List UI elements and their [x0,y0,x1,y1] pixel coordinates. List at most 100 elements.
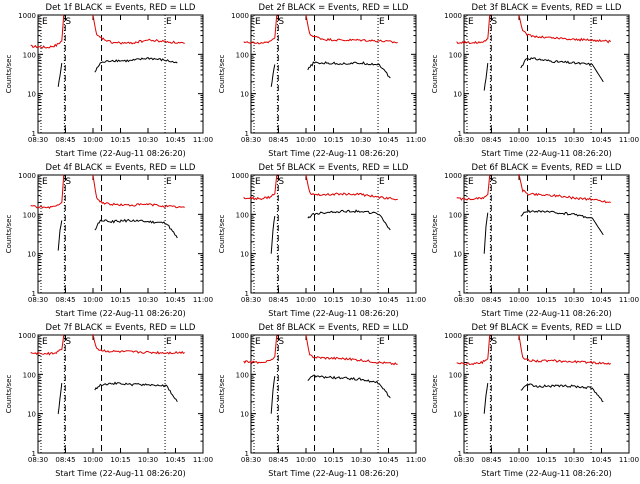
event-marker-label: E [166,17,172,27]
series-events-line [483,383,489,414]
panel-det-3: Det 3f BLACK = Events, RED = LLD Counts/s… [431,3,639,158]
series-events-line [57,63,63,87]
y-tick-label: 10 [453,251,462,259]
panel-det-4: Det 4f BLACK = Events, RED = LLD Counts/s… [5,163,213,318]
event-marker-label: E [166,337,172,347]
x-tick-label: 10:00 [83,456,103,464]
x-axis-label: Start Time (22-Aug-11 08:26:20) [55,469,186,478]
x-tick-label: 10:45 [591,296,611,304]
x-tick-label: 11:00 [406,456,426,464]
series-lld-line [518,334,611,365]
plot-frame [463,174,630,294]
event-marker-label: E [468,337,474,347]
x-axis-label: Start Time (22-Aug-11 08:26:20) [55,149,186,158]
x-tick-label: 10:00 [509,136,529,144]
panel-title: Det 4f BLACK = Events, RED = LLD [46,163,196,173]
x-tick-label: 10:45 [591,136,611,144]
panel-det-6: Det 6f BLACK = Events, RED = LLD Counts/s… [431,163,639,318]
panel-det-2: Det 2f BLACK = Events, RED = LLD Counts/s… [218,3,426,158]
y-tick-label: 1 [245,290,249,298]
event-marker-label: E [592,177,598,187]
y-tick-label: 1000 [231,172,249,180]
series-lld-line [518,14,612,44]
y-tick-label: 10 [453,91,462,99]
series-events-line [270,216,276,254]
y-tick-label: 100 [23,371,36,379]
y-tick-label: 100 [236,51,249,59]
y-axis-label: Counts/sec [218,55,226,94]
x-tick-label: 10:15 [323,136,343,144]
y-tick-label: 1000 [231,332,249,340]
y-tick-label: 100 [449,211,462,219]
series-lld-line [92,174,185,209]
series-lld-line [456,334,491,366]
y-tick-label: 1 [32,450,36,458]
y-tick-label: 10 [240,251,249,259]
event-marker-label: S [278,177,284,187]
x-tick-label: 10:45 [165,136,185,144]
y-axis-label: Counts/sec [5,55,13,94]
y-tick-label: 1000 [18,172,36,180]
x-tick-label: 08:30 [28,296,48,304]
series-lld-line [30,174,65,209]
y-tick-label: 10 [240,91,249,99]
event-marker-label: E [379,337,385,347]
x-axis-label: Start Time (22-Aug-11 08:26:20) [268,309,399,318]
series-lld-line [243,174,278,201]
panel-det-8: Det 8f BLACK = Events, RED = LLD Counts/s… [218,323,426,478]
x-tick-label: 11:00 [619,456,639,464]
x-axis-label: Start Time (22-Aug-11 08:26:20) [481,309,612,318]
x-tick-label: 11:00 [193,296,213,304]
x-tick-label: 10:30 [351,296,371,304]
event-marker-label: S [65,337,71,347]
y-axis-label: Counts/sec [218,215,226,254]
y-tick-label: 100 [236,211,249,219]
series-lld-line [305,334,398,366]
x-tick-label: 08:30 [454,456,474,464]
series-events-line [57,220,63,251]
y-tick-label: 1000 [18,332,36,340]
series-lld-line [92,334,185,355]
panel-det-7: Det 7f BLACK = Events, RED = LLD Counts/s… [5,323,213,478]
x-tick-label: 10:30 [564,136,584,144]
x-tick-label: 10:15 [536,136,556,144]
x-axis-label: Start Time (22-Aug-11 08:26:20) [481,469,612,478]
event-marker-label: E [468,17,474,27]
series-events-line [94,218,178,239]
y-tick-label: 100 [449,371,462,379]
series-lld-line [243,334,278,365]
series-events-line [57,383,63,414]
panel-title: Det 1f BLACK = Events, RED = LLD [46,3,196,13]
y-axis-label: Counts/sec [431,375,439,414]
x-tick-label: 08:45 [268,136,288,144]
x-tick-label: 11:00 [193,456,213,464]
x-tick-label: 10:15 [110,136,130,144]
x-tick-label: 10:00 [296,136,316,144]
event-marker-label: E [592,337,598,347]
y-tick-label: 1000 [444,12,462,20]
panel-title: Det 5f BLACK = Events, RED = LLD [259,163,409,173]
x-tick-label: 08:45 [481,136,501,144]
series-lld-line [456,14,491,45]
x-tick-label: 08:45 [268,296,288,304]
event-marker-label: E [42,337,48,347]
x-tick-label: 10:45 [591,456,611,464]
series-events-line [270,64,276,87]
x-tick-label: 11:00 [619,296,639,304]
x-axis-label: Start Time (22-Aug-11 08:26:20) [268,469,399,478]
event-marker-label: S [65,177,71,187]
x-axis-label: Start Time (22-Aug-11 08:26:20) [481,149,612,158]
x-tick-label: 10:15 [536,456,556,464]
panel-det-1: Det 1f BLACK = Events, RED = LLD Counts/s… [5,3,213,158]
x-tick-label: 10:00 [509,296,529,304]
x-tick-label: 10:45 [378,296,398,304]
series-events-line [307,61,391,79]
panel-det-5: Det 5f BLACK = Events, RED = LLD Counts/s… [218,163,426,318]
event-marker-label: S [491,17,497,27]
x-tick-label: 08:30 [28,136,48,144]
series-events-line [483,212,489,254]
event-marker-label: E [166,177,172,187]
x-tick-label: 11:00 [619,136,639,144]
panel-title: Det 8f BLACK = Events, RED = LLD [259,323,409,333]
x-tick-label: 08:45 [481,456,501,464]
